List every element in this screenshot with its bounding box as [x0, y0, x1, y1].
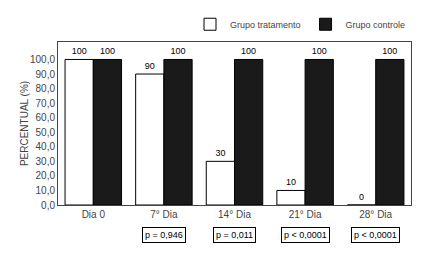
svg-text:Dia 0: Dia 0	[82, 209, 106, 220]
svg-text:70,0: 70,0	[36, 98, 56, 109]
svg-text:90,0: 90,0	[36, 69, 56, 80]
svg-text:100: 100	[100, 46, 115, 56]
svg-text:50,0: 50,0	[36, 127, 56, 138]
svg-text:7° Dia: 7° Dia	[150, 209, 178, 220]
svg-text:20,0: 20,0	[36, 170, 56, 181]
svg-text:30: 30	[215, 148, 225, 158]
svg-text:60,0: 60,0	[36, 112, 56, 123]
svg-text:21° Dia: 21° Dia	[289, 209, 322, 220]
svg-text:100,0: 100,0	[30, 54, 55, 65]
svg-text:90: 90	[145, 61, 155, 71]
svg-text:28° Dia: 28° Dia	[359, 209, 392, 220]
svg-text:14° Dia: 14° Dia	[218, 209, 251, 220]
svg-text:40,0: 40,0	[36, 141, 56, 152]
svg-text:0,0: 0,0	[41, 200, 55, 211]
svg-text:0: 0	[359, 192, 364, 202]
svg-text:30,0: 30,0	[36, 156, 56, 167]
svg-text:p < 0,0001: p < 0,0001	[354, 230, 397, 240]
svg-text:80,0: 80,0	[36, 83, 56, 94]
svg-text:p = 0,946: p = 0,946	[145, 230, 183, 240]
svg-text:10: 10	[286, 177, 296, 187]
svg-text:PERCENTUAL (%): PERCENTUAL (%)	[19, 81, 30, 166]
svg-text:100: 100	[241, 46, 256, 56]
svg-text:100: 100	[171, 46, 186, 56]
svg-text:p = 0,011: p = 0,011	[216, 230, 253, 240]
svg-text:100: 100	[312, 46, 327, 56]
svg-text:Grupo controle: Grupo controle	[346, 20, 406, 30]
svg-text:p < 0,0001: p < 0,0001	[284, 230, 327, 240]
svg-text:Grupo tratamento: Grupo tratamento	[230, 20, 301, 30]
svg-text:100: 100	[382, 46, 397, 56]
svg-text:100: 100	[72, 46, 87, 56]
svg-text:10,0: 10,0	[36, 185, 56, 196]
